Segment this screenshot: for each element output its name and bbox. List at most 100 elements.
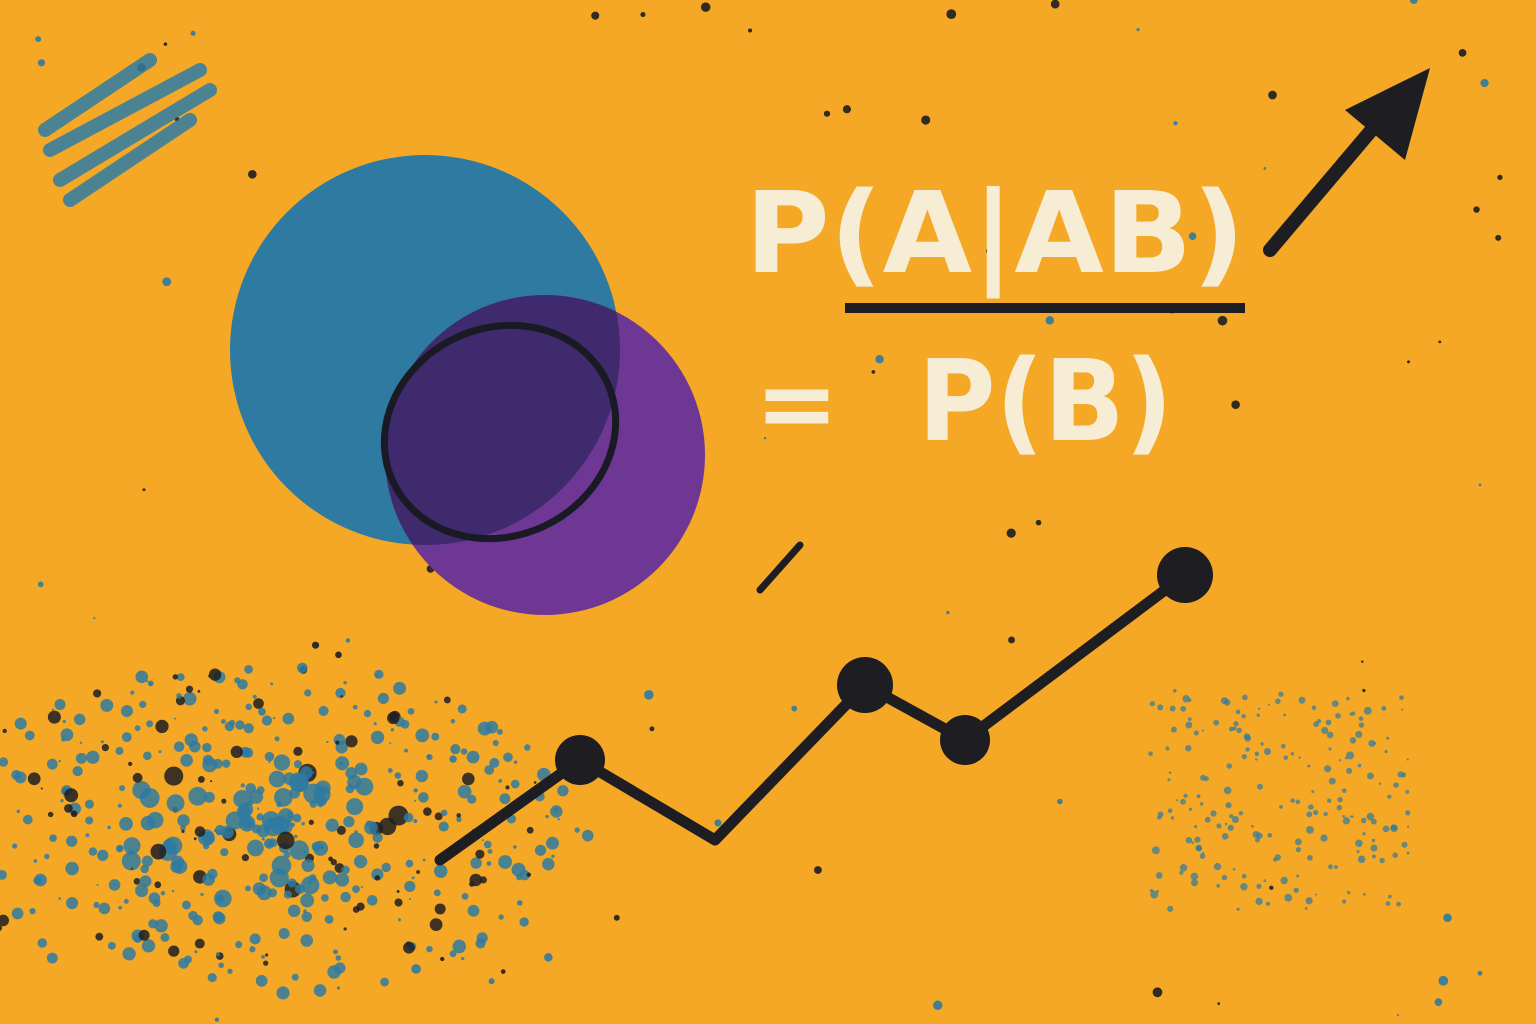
splatter-dot (188, 786, 208, 806)
splatter-dot (1304, 907, 1308, 910)
splatter-dot (500, 969, 506, 974)
splatter-dot (1307, 764, 1311, 768)
splatter-dot (1311, 705, 1317, 711)
splatter-dot (1221, 832, 1229, 840)
splatter-dot (489, 757, 500, 768)
splatter-dot (168, 945, 180, 957)
splatter-dot (14, 771, 27, 784)
splatter-dot (292, 813, 302, 823)
splatter-dot (1045, 316, 1054, 325)
splatter-dot (245, 703, 252, 711)
splatter-dot (289, 787, 300, 799)
splatter-dot (1241, 713, 1246, 719)
splatter-dot (1378, 782, 1382, 785)
splatter-dot (1283, 713, 1286, 717)
splatter-dot (139, 700, 147, 709)
splatter-dot (1371, 854, 1376, 859)
splatter-dot (1185, 836, 1193, 844)
splatter-dot (354, 830, 358, 834)
splatter-dot (516, 900, 523, 906)
splatter-dot (1370, 818, 1377, 825)
splatter-dot (365, 820, 373, 828)
splatter-dot (875, 355, 884, 364)
splatter-dot (1196, 794, 1201, 799)
splatter-dot (503, 752, 513, 763)
splatter-dot (1236, 727, 1242, 734)
splatter-dot (47, 811, 54, 818)
splatter-dot (1284, 893, 1293, 902)
splatter-dot (1180, 705, 1187, 712)
splatter-dot (190, 30, 196, 36)
splatter-dot (791, 705, 798, 712)
splatter-dot (434, 700, 438, 704)
splatter-dot (1224, 699, 1231, 706)
splatter-dot (202, 726, 208, 732)
splatter-dot (1269, 885, 1274, 890)
splatter-dot (1362, 892, 1366, 896)
splatter-dot (240, 783, 245, 788)
splatter-dot (335, 687, 346, 699)
splatter-dot (293, 746, 303, 756)
splatter-dot (257, 807, 260, 810)
splatter-dot (1306, 811, 1313, 818)
splatter-dot (194, 950, 198, 954)
splatter-dot (283, 890, 292, 899)
splatter-dot (268, 760, 271, 764)
splatter-dot (1204, 816, 1211, 823)
splatter-dot (1152, 987, 1163, 998)
splatter-dot (461, 956, 465, 961)
splatter-dot (134, 725, 141, 732)
splatter-dot (390, 728, 394, 732)
splatter-dot (12, 843, 18, 849)
splatter-dot (1328, 777, 1336, 785)
splatter-dot (215, 952, 220, 957)
splatter-dot (370, 730, 385, 745)
splatter-dot (135, 670, 149, 684)
splatter-dot (301, 911, 313, 922)
splatter-dot (122, 947, 136, 961)
splatter-dot (1267, 832, 1273, 838)
splatter-dot (313, 984, 327, 997)
splatter-dot (95, 932, 104, 941)
splatter-dot (0, 914, 9, 927)
splatter-dot (1216, 823, 1222, 829)
splatter-dot (1355, 730, 1363, 739)
splatter-dot (291, 973, 299, 981)
splatter-dot (481, 839, 484, 842)
splatter-dot (407, 707, 415, 715)
splatter-dot (1279, 804, 1283, 809)
splatter-dot (66, 835, 78, 847)
splatter-dot (1188, 232, 1197, 240)
splatter-dot (513, 845, 517, 849)
splatter-dot (1293, 887, 1299, 893)
splatter-dot (449, 950, 457, 958)
splatter-dot (1393, 782, 1399, 788)
splatter-dot (1477, 970, 1483, 976)
splatter-dot (403, 812, 414, 823)
splatter-dot (498, 779, 503, 783)
splatter-dot (325, 818, 339, 832)
splatter-dot (293, 760, 303, 769)
splatter-dot (1242, 694, 1248, 701)
splatter-dot (763, 437, 767, 440)
splatter-dot (456, 813, 461, 818)
splatter-dot (224, 721, 235, 732)
splatter-dot (263, 960, 269, 966)
splatter-dot (1173, 121, 1178, 126)
splatter-dot (60, 799, 64, 803)
splatter-dot (1356, 850, 1360, 854)
splatter-dot (1268, 90, 1277, 100)
splatter-dot (1183, 793, 1188, 798)
splatter-dot (1149, 701, 1155, 707)
splatter-dot (345, 638, 351, 643)
splatter-dot (813, 866, 822, 874)
splatter-dot (387, 768, 393, 773)
splatter-dot (301, 822, 305, 826)
splatter-dot (429, 918, 443, 932)
splatter-dot (225, 811, 244, 830)
splatter-dot (1155, 872, 1163, 879)
splatter-dot (261, 715, 273, 726)
splatter-dot (147, 680, 154, 687)
splatter-dot (1298, 756, 1301, 759)
splatter-dot (423, 807, 432, 816)
